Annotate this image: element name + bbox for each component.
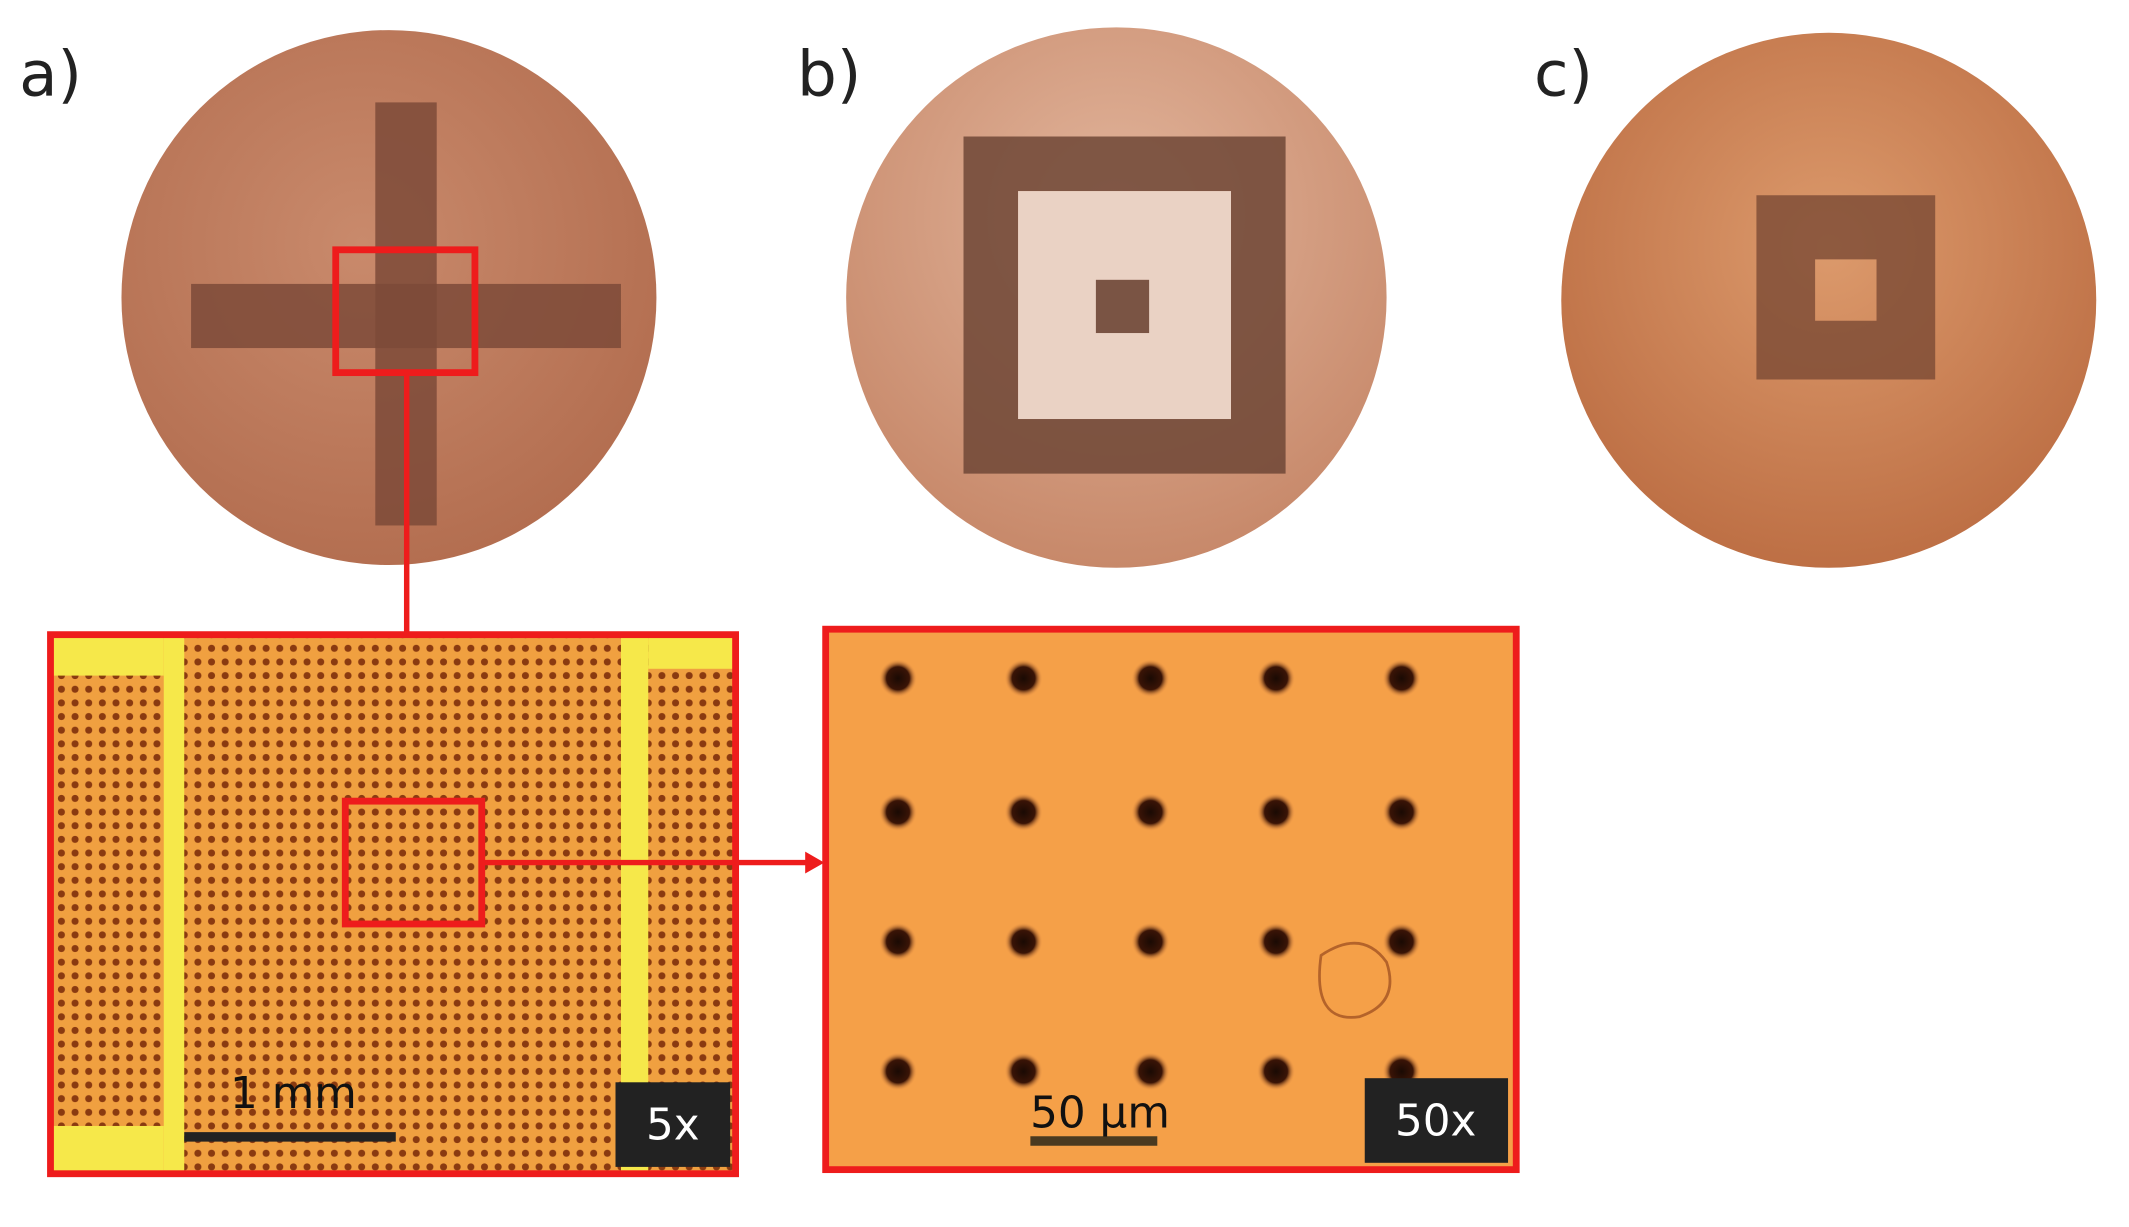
scale-bar-label: 50 µm: [1030, 1087, 1170, 1138]
hole: [1382, 792, 1421, 832]
magnification: 5x: [646, 1100, 700, 1151]
hole: [1131, 922, 1170, 961]
hole: [1256, 659, 1296, 698]
panel-label: c): [1534, 38, 1593, 111]
inset-50x: 50 µm 50x: [822, 625, 1520, 1174]
hole: [878, 922, 918, 961]
sample-a: [121, 30, 657, 799]
hole: [1131, 792, 1170, 832]
magnification: 50x: [1395, 1096, 1476, 1147]
hole: [878, 659, 918, 698]
hole: [1004, 659, 1043, 698]
hole: [1256, 1052, 1296, 1091]
sample-c: [1561, 32, 2097, 568]
hole: [878, 1052, 918, 1091]
panel-label: a): [19, 38, 82, 111]
inset-5x: 1 mm 5x: [47, 631, 825, 1178]
hole: [1004, 1052, 1043, 1091]
hole: [1256, 922, 1296, 961]
hole: [1382, 922, 1421, 961]
hole: [1131, 1052, 1170, 1091]
hole: [878, 792, 918, 832]
hole: [1382, 659, 1421, 698]
hole: [1131, 659, 1170, 698]
hole: [1256, 792, 1296, 832]
hole: [1004, 922, 1043, 961]
hole: [1004, 792, 1043, 832]
panel-label: b): [797, 38, 861, 111]
scale-bar-label: 1 mm: [230, 1068, 357, 1119]
sample-b: [846, 27, 1387, 568]
